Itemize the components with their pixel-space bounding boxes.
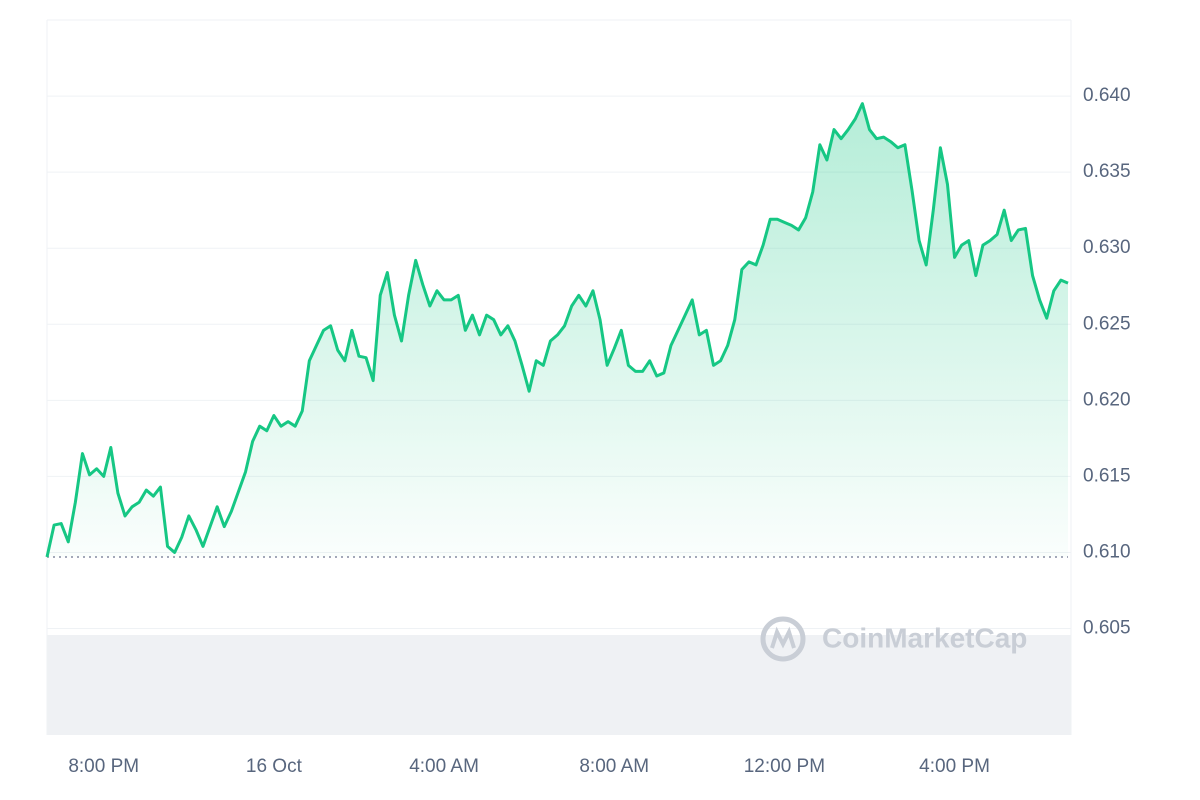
y-tick-label: 0.610 <box>1083 541 1131 562</box>
x-tick-label: 8:00 PM <box>68 756 139 777</box>
y-tick-label: 0.630 <box>1083 237 1131 258</box>
x-tick-label: 16 Oct <box>246 756 303 777</box>
y-tick-label: 0.640 <box>1083 85 1131 106</box>
y-tick-label: 0.635 <box>1083 161 1131 182</box>
watermark-logo <box>760 616 806 662</box>
x-tick-label: 8:00 AM <box>579 756 649 777</box>
volume-backdrop <box>47 635 1071 735</box>
x-tick-label: 4:00 AM <box>409 756 479 777</box>
area <box>47 103 1068 558</box>
x-tick-label: 12:00 PM <box>744 756 825 777</box>
y-tick-label: 0.625 <box>1083 313 1131 334</box>
y-tick-label: 0.620 <box>1083 389 1131 410</box>
price-line <box>45 102 1069 558</box>
watermark-logo-mark <box>770 626 796 649</box>
watermark-text: CoinMarketCap <box>822 622 1027 653</box>
x-tick-label: 4:00 PM <box>919 756 990 777</box>
watermark: CoinMarketCap <box>760 616 1027 662</box>
y-tick-label: 0.605 <box>1083 618 1131 639</box>
y-tick-label: 0.615 <box>1083 465 1131 486</box>
